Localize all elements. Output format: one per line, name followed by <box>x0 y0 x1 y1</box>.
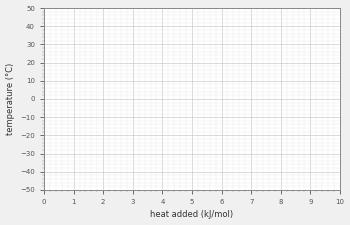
X-axis label: heat added (kJ/mol): heat added (kJ/mol) <box>150 210 233 219</box>
Y-axis label: temperature (°C): temperature (°C) <box>6 63 15 135</box>
